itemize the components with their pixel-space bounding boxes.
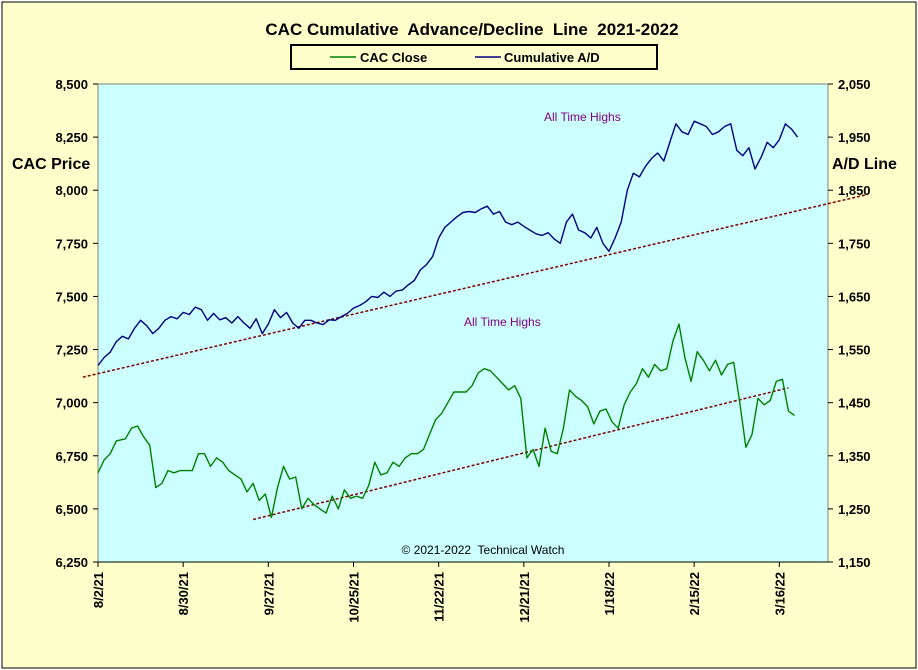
y-left-tick-label: 6,750 <box>55 449 88 464</box>
y-right-tick-label: 1,250 <box>838 502 871 517</box>
x-tick-label: 8/30/21 <box>176 572 191 615</box>
legend-label-cumulative-ad: Cumulative A/D <box>504 50 600 65</box>
y-right-tick-label: 1,850 <box>838 183 871 198</box>
y-left-tick-label: 7,750 <box>55 236 88 251</box>
y-left-tick-label: 7,250 <box>55 343 88 358</box>
y-left-tick-label: 6,500 <box>55 502 88 517</box>
x-tick-label: 12/21/21 <box>517 572 532 623</box>
series-line-cumulative-a-d <box>97 120 799 366</box>
y-right-tick-label: 1,950 <box>838 130 871 145</box>
plot-area <box>97 83 829 563</box>
y-right-tick-label: 1,350 <box>838 449 871 464</box>
y-right-tick-label: 1,650 <box>838 289 871 304</box>
annotation-ad-all-time-highs: All Time Highs <box>544 110 621 124</box>
x-tick-label: 3/16/22 <box>772 572 787 615</box>
y-left-tick-label: 8,000 <box>55 183 88 198</box>
y-left-tick-label: 8,250 <box>55 130 88 145</box>
y-right-tick-label: 1,150 <box>838 555 871 570</box>
y-right-tick-label: 1,550 <box>838 343 871 358</box>
y-left-tick-label: 7,500 <box>55 289 88 304</box>
y-axis-right-title: A/D Line <box>832 156 897 173</box>
trendline-1 <box>82 193 868 378</box>
legend-label-cac-close: CAC Close <box>360 50 427 65</box>
y-right-tick-label: 1,450 <box>838 396 871 411</box>
y-right-tick-label: 2,050 <box>838 77 871 92</box>
y-right-tick-label: 1,750 <box>838 236 871 251</box>
copyright-credit: © 2021-2022 Technical Watch <box>402 543 565 557</box>
series-line-cac-close <box>97 323 795 519</box>
y-left-tick-label: 6,250 <box>55 555 88 570</box>
x-tick-label: 8/2/21 <box>91 572 106 608</box>
x-tick-label: 2/15/22 <box>687 572 702 615</box>
x-tick-label: 10/25/21 <box>347 572 362 623</box>
axes: 6,250 1,150 6,500 1,250 6,750 1,350 7,000 1,450… <box>55 77 870 623</box>
series <box>97 120 799 519</box>
annotation-cac-all-time-highs: All Time Highs <box>464 315 541 329</box>
chart-title: CAC Cumulative Advance/Decline Line 2021… <box>265 20 678 39</box>
x-tick-label: 9/27/21 <box>261 572 276 615</box>
y-left-tick-label: 7,000 <box>55 396 88 411</box>
y-left-tick-label: 8,500 <box>55 77 88 92</box>
y-axis-left-title: CAC Price <box>12 156 90 173</box>
legend: CAC Close Cumulative A/D <box>290 44 658 70</box>
x-tick-label: 1/18/22 <box>602 572 617 615</box>
x-tick-label: 11/22/21 <box>432 572 447 622</box>
